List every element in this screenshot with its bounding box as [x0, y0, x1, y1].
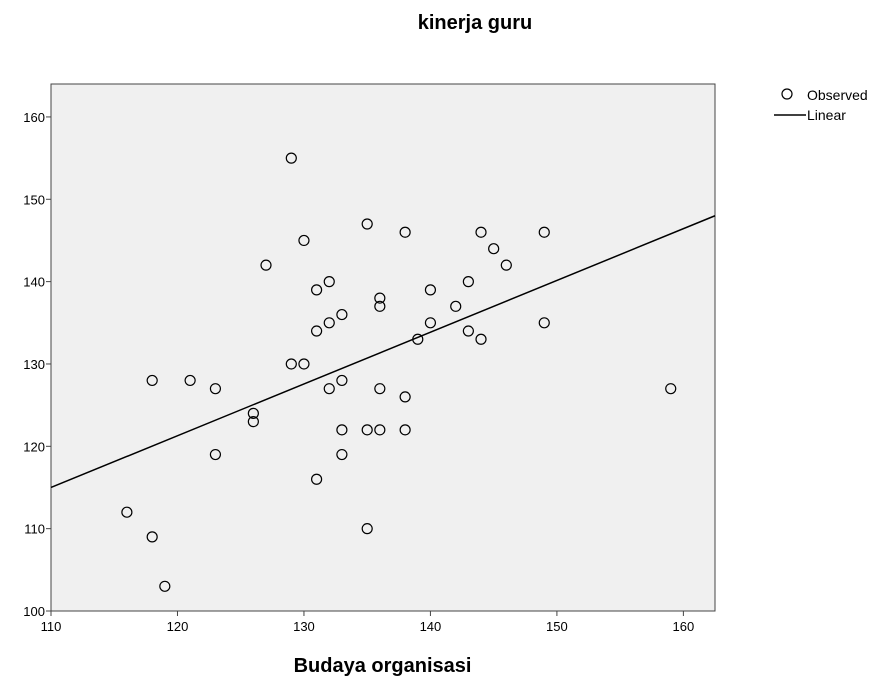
data-point: [247, 416, 259, 428]
chart-title: kinerja guru: [417, 12, 533, 34]
data-point: [475, 226, 487, 238]
data-point: [336, 424, 348, 436]
data-point: [538, 226, 550, 238]
data-point: [285, 358, 297, 370]
x-axis: 110 120 130 140 150 160: [41, 611, 695, 634]
data-point: [374, 424, 386, 436]
data-point: [311, 284, 323, 296]
data-point: [311, 325, 323, 337]
x-tick-label: 160: [673, 619, 695, 634]
data-point: [374, 292, 386, 304]
data-point: [323, 383, 335, 395]
data-point: [424, 317, 437, 329]
data-point: [336, 448, 348, 461]
data-point: [450, 300, 462, 312]
data-point: [399, 391, 411, 403]
y-tick-label: 160: [23, 110, 45, 125]
y-tick-label: 150: [23, 192, 45, 207]
data-point: [374, 383, 386, 395]
x-tick-label: 120: [167, 619, 189, 634]
data-point: [298, 358, 310, 370]
data-point: [424, 284, 437, 296]
x-tick-label: 140: [420, 619, 442, 634]
data-point: [146, 531, 158, 543]
data-point: [121, 506, 133, 518]
data-point: [311, 473, 323, 485]
data-point: [260, 259, 272, 271]
x-tick-label: 110: [41, 619, 62, 634]
x-tick-label: 130: [293, 619, 315, 634]
data-point: [399, 424, 411, 436]
linear-fit: [50, 215, 716, 489]
data-point: [298, 234, 310, 247]
x-axis-label: Budaya organisasi: [293, 655, 472, 677]
x-tick-label: 150: [546, 619, 568, 634]
data-point: [538, 317, 550, 329]
data-point: [500, 259, 512, 271]
data-point: [323, 317, 335, 329]
y-tick-label: 110: [24, 522, 45, 537]
observed-points: [121, 152, 677, 592]
data-point: [665, 383, 677, 395]
data-point: [488, 243, 500, 255]
legend-observed-label: Observed: [807, 87, 868, 103]
legend-linear-label: Linear: [807, 107, 846, 123]
legend-observed-marker: [781, 88, 793, 100]
data-point: [247, 407, 259, 419]
data-point: [462, 325, 474, 337]
data-point: [361, 424, 373, 436]
data-point: [399, 226, 411, 238]
data-point: [336, 308, 348, 321]
data-point: [374, 300, 386, 312]
data-point: [209, 383, 222, 395]
plot-area: [50, 83, 716, 612]
fit-line: [50, 215, 716, 489]
data-point: [159, 580, 171, 592]
data-point: [209, 448, 222, 461]
data-point: [146, 374, 158, 387]
y-tick-label: 120: [23, 439, 45, 454]
data-point: [336, 374, 348, 387]
data-point: [361, 523, 373, 535]
data-point: [475, 333, 487, 345]
data-point: [361, 218, 373, 230]
y-axis: 100 110 120 130 140 150 160: [23, 110, 51, 619]
data-point: [462, 276, 474, 288]
data-point: [323, 276, 335, 288]
data-point: [184, 374, 196, 387]
y-tick-label: 130: [23, 357, 45, 372]
data-point: [285, 152, 297, 164]
y-tick-label: 100: [23, 604, 45, 619]
y-tick-label: 140: [23, 275, 45, 290]
legend: Observed Linear: [774, 87, 868, 123]
